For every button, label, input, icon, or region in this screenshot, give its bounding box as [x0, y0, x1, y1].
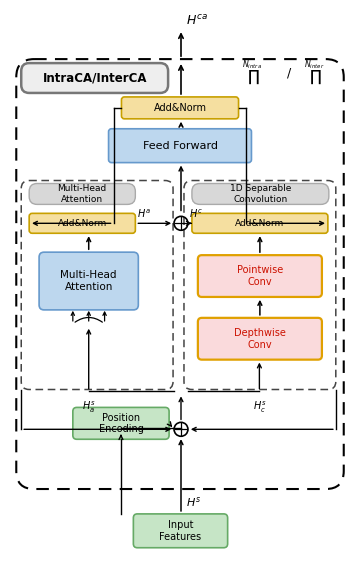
FancyBboxPatch shape	[16, 59, 344, 489]
FancyBboxPatch shape	[73, 408, 169, 439]
Text: Add&Norm: Add&Norm	[58, 219, 107, 228]
FancyBboxPatch shape	[21, 180, 173, 390]
Text: Pointwise
Conv: Pointwise Conv	[237, 265, 283, 287]
Text: Position
Encoding: Position Encoding	[98, 413, 143, 434]
FancyBboxPatch shape	[198, 318, 322, 360]
FancyBboxPatch shape	[29, 214, 135, 233]
FancyBboxPatch shape	[29, 184, 135, 204]
FancyBboxPatch shape	[198, 255, 322, 297]
Text: Depthwise
Conv: Depthwise Conv	[234, 328, 286, 350]
FancyBboxPatch shape	[109, 129, 252, 162]
Text: $\mathit{H}^{ca}$: $\mathit{H}^{ca}$	[186, 14, 208, 28]
Text: IntraCA/InterCA: IntraCA/InterCA	[42, 72, 147, 84]
Text: $\mathit{H}^{s}_{a}$: $\mathit{H}^{s}_{a}$	[82, 400, 96, 415]
Text: Multi-Head
Attention: Multi-Head Attention	[57, 184, 106, 204]
FancyBboxPatch shape	[192, 184, 329, 204]
Text: Input
Features: Input Features	[159, 520, 202, 542]
Text: 1D Separable
Convolution: 1D Separable Convolution	[230, 184, 291, 204]
FancyBboxPatch shape	[192, 214, 328, 233]
Text: /: /	[287, 67, 291, 80]
Text: $\mathit{H}^{a}$: $\mathit{H}^{a}$	[137, 208, 151, 220]
FancyBboxPatch shape	[133, 514, 228, 548]
Text: $\prod^{N_{inter}}$: $\prod^{N_{inter}}$	[304, 59, 324, 88]
FancyBboxPatch shape	[122, 97, 239, 119]
Text: $\mathit{H}^{s}$: $\mathit{H}^{s}$	[186, 495, 201, 509]
Text: $\mathit{H}^{c}$: $\mathit{H}^{c}$	[189, 208, 203, 220]
Text: Add&Norm: Add&Norm	[235, 219, 285, 228]
FancyBboxPatch shape	[184, 180, 336, 390]
Text: $\mathit{H}^{s}_{c}$: $\mathit{H}^{s}_{c}$	[253, 400, 266, 415]
FancyBboxPatch shape	[21, 63, 168, 93]
Text: Feed Forward: Feed Forward	[143, 141, 218, 151]
Text: $\prod^{N_{intra}}$: $\prod^{N_{intra}}$	[243, 59, 262, 88]
Text: Add&Norm: Add&Norm	[153, 103, 206, 113]
FancyBboxPatch shape	[39, 252, 138, 310]
Text: Multi-Head
Attention: Multi-Head Attention	[60, 270, 117, 292]
